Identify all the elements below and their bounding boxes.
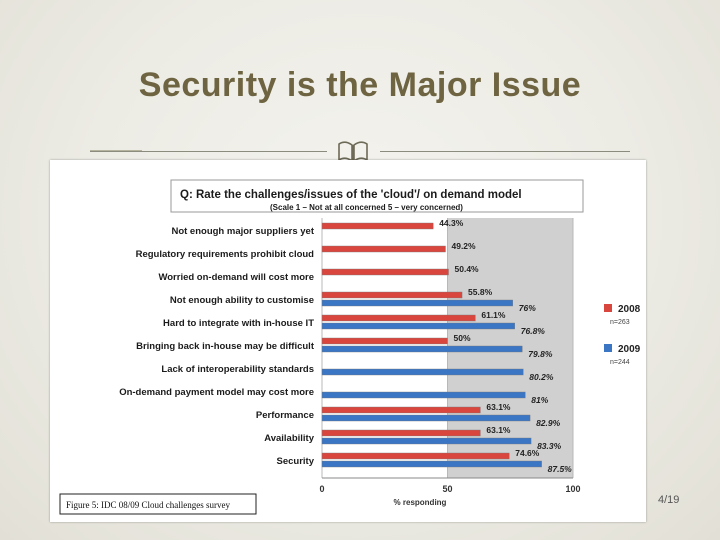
tick-label: 100 [565, 484, 580, 494]
value-label-2008: 61.1% [481, 310, 506, 320]
figure-caption: Figure 5: IDC 08/09 Cloud challenges sur… [66, 500, 230, 510]
bar-2008 [321, 406, 481, 414]
bar-2009 [321, 322, 515, 330]
value-label-2009: 79.8% [528, 349, 553, 359]
x-axis-ticks: 0 50 100 [319, 484, 580, 494]
legend: 2008 n=263 2009 n=244 [604, 304, 641, 366]
bar-chart: Q: Rate the challenges/issues of the 'cl… [59, 179, 641, 515]
value-label-2008: 55.8% [468, 287, 493, 297]
bar-2009 [321, 460, 542, 468]
value-labels: 44.3% 49.2% 50.4% 55.8% 61.1% 50% 63.1% 63.1% 74… [439, 218, 572, 474]
title-rule-right [380, 151, 630, 152]
category-label: On-demand payment model may cost more [119, 387, 314, 398]
bar-2008 [321, 222, 434, 230]
bars [321, 222, 542, 468]
chart-subtitle: (Scale 1 – Not at all concerned 5 – very… [270, 203, 463, 212]
value-label-2008: 50.4% [455, 264, 480, 274]
tick-label: 0 [319, 484, 324, 494]
value-label-2008: 63.1% [486, 425, 511, 435]
category-label: Hard to integrate with in-house IT [163, 318, 314, 329]
bar-2009 [321, 299, 513, 307]
value-label-2008: 49.2% [451, 241, 476, 251]
category-labels: Not enough major suppliers yet Regulatory… [119, 226, 315, 467]
category-label: Availability [264, 433, 315, 444]
tick-label: 50 [442, 484, 452, 494]
legend-swatch-2008 [604, 304, 612, 312]
bar-2008 [321, 429, 481, 437]
bar-2009 [321, 391, 526, 399]
category-label: Worried on-demand will cost more [158, 272, 314, 283]
bar-2009 [321, 368, 524, 376]
bar-2008 [321, 314, 476, 322]
value-label-2009: 81% [531, 395, 548, 405]
category-label: Security [277, 456, 315, 467]
legend-label: 2009 [618, 344, 641, 355]
value-label-2008: 63.1% [486, 402, 511, 412]
slide-title: Security is the Major Issue [138, 66, 582, 104]
chart-title: Q: Rate the challenges/issues of the 'cl… [180, 189, 522, 201]
title-rule-left [90, 151, 327, 152]
bar-2008 [321, 452, 510, 460]
value-label-2009: 76% [519, 303, 536, 313]
legend-label: 2008 [618, 304, 641, 315]
bar-2008 [321, 337, 448, 345]
chart-panel: Q: Rate the challenges/issues of the 'cl… [50, 160, 646, 522]
value-label-2009: 83.3% [537, 441, 562, 451]
value-label-2009: 76.8% [521, 326, 546, 336]
x-axis-label: % responding [394, 498, 447, 507]
bar-2008 [321, 245, 446, 253]
category-label: Not enough ability to customise [170, 295, 314, 306]
legend-note: n=244 [610, 359, 630, 366]
bar-2009 [321, 345, 523, 353]
page-number: 4/19 [658, 494, 680, 506]
value-label-2009: 82.9% [536, 418, 561, 428]
value-label-2008: 74.6% [515, 448, 540, 458]
category-label: Regulatory requirements prohibit cloud [136, 249, 315, 260]
bar-2008 [321, 268, 449, 276]
value-label-2009: 80.2% [529, 372, 554, 382]
category-label: Performance [256, 410, 314, 421]
value-label-2008: 50% [454, 333, 471, 343]
bar-2009 [321, 414, 531, 422]
category-label: Not enough major suppliers yet [171, 226, 314, 237]
legend-swatch-2009 [604, 344, 612, 352]
value-label-2009: 87.5% [548, 464, 573, 474]
question-box [170, 179, 584, 213]
category-label: Lack of interoperability standards [161, 364, 314, 375]
legend-note: n=263 [610, 319, 630, 326]
category-label: Bringing back in-house may be difficult [136, 341, 315, 352]
bar-2008 [321, 291, 463, 299]
caption-box [59, 493, 257, 515]
value-label-2008: 44.3% [439, 218, 464, 228]
bar-2009 [321, 437, 532, 445]
